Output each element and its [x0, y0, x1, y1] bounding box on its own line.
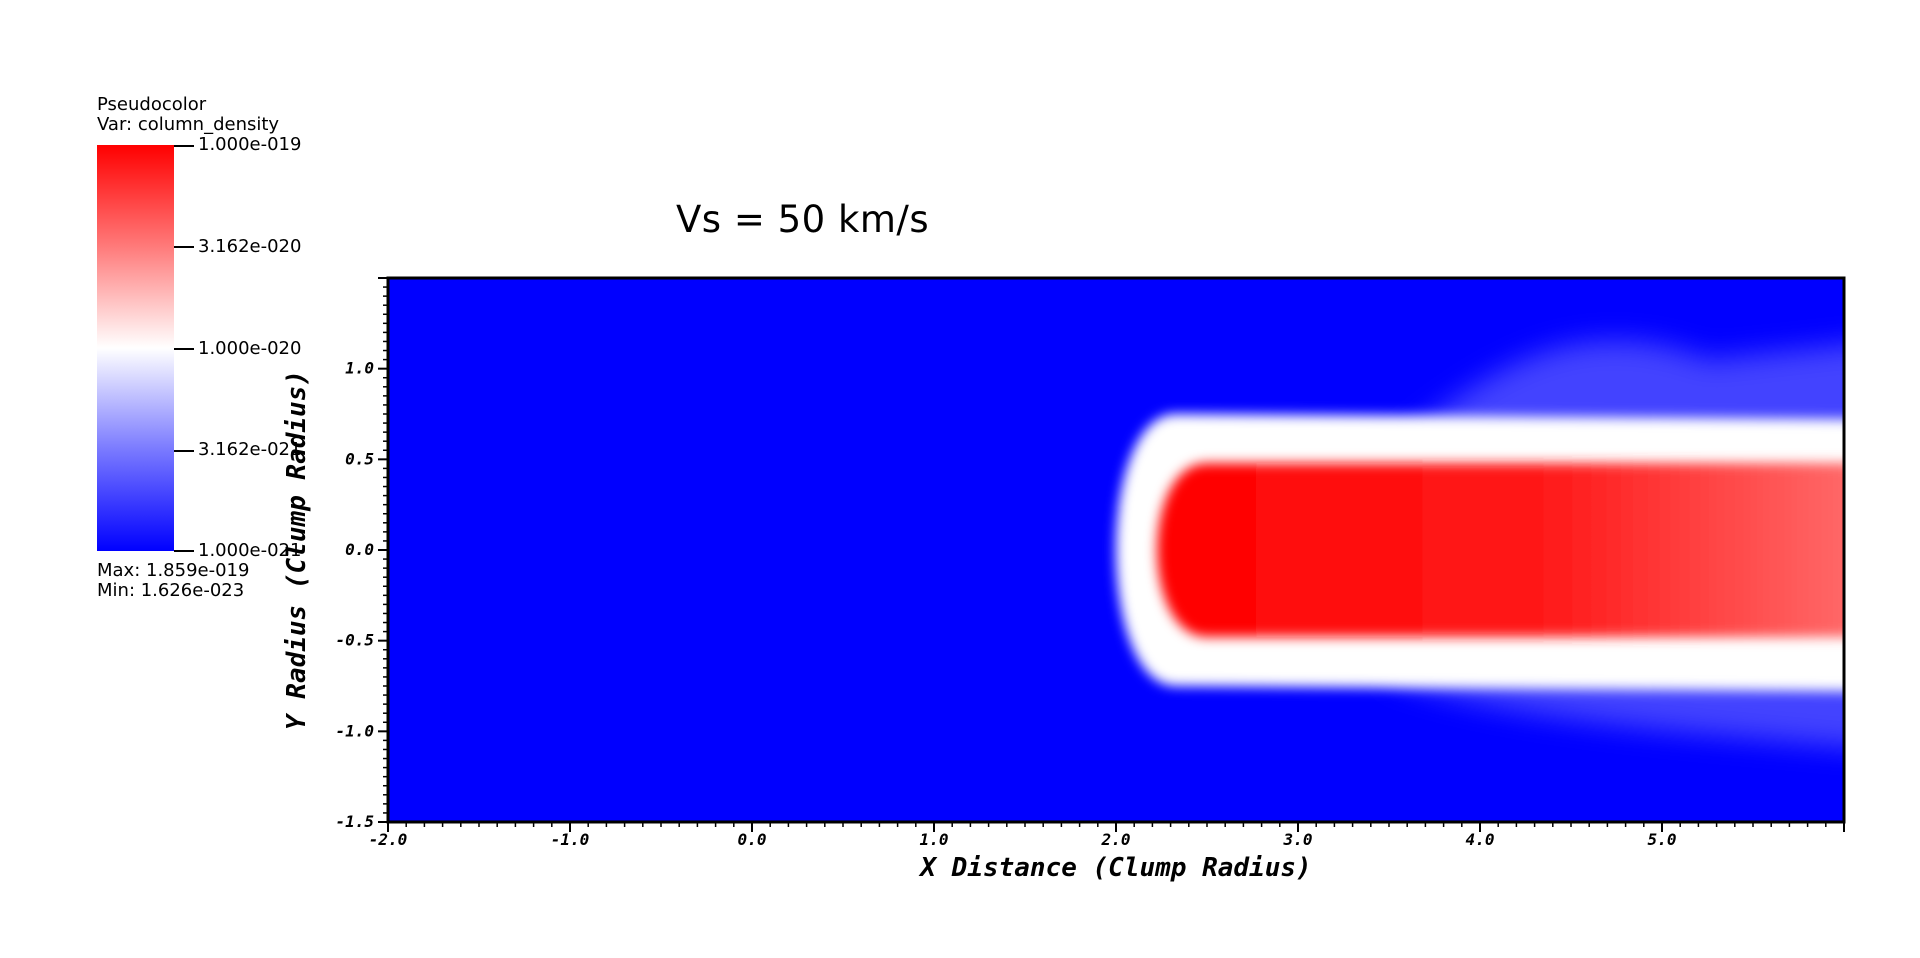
x-tick-label: 0.0: [738, 830, 767, 849]
legend-variable: Var: column_density: [97, 114, 280, 135]
x-tick-label: -1.0: [551, 830, 590, 849]
colorbar-tick-label: 1.000e-020: [198, 338, 302, 359]
colorbar-tick-label: 1.000e-021: [198, 540, 302, 561]
x-tick-label: 5.0: [1648, 830, 1677, 849]
x-tick-label: -2.0: [369, 830, 408, 849]
heatmap-core: [1157, 462, 1844, 638]
colorbar-tick: [174, 550, 194, 552]
x-tick-label: 3.0: [1283, 830, 1313, 849]
y-tick-label: -1.0: [335, 721, 374, 740]
colorbar-tick: [174, 145, 194, 147]
x-tick-label: 4.0: [1466, 830, 1495, 849]
colorbar-tick-label: 3.162e-020: [198, 236, 302, 257]
colorbar-tick: [174, 246, 194, 248]
colorbar-tick-label: 1.000e-019: [198, 134, 302, 155]
legend-min: Min: 1.626e-023: [97, 580, 245, 601]
x-tick-label: 1.0: [920, 830, 949, 849]
x-axis-title: X Distance (Clump Radius): [918, 853, 1311, 883]
y-tick-label: 0.0: [345, 540, 374, 559]
colorbar-tick: [174, 450, 194, 452]
y-axis-title: Y Radius (Clump Radius): [282, 370, 312, 730]
y-tick-label: 0.5: [345, 449, 374, 468]
y-tick-label: 1.0: [345, 359, 374, 378]
legend-max: Max: 1.859e-019: [97, 560, 250, 581]
y-tick-label: -1.5: [335, 812, 374, 831]
colorbar: [97, 145, 174, 551]
chart-title: Vs = 50 km/s: [676, 198, 930, 241]
x-tick-label: 2.0: [1101, 830, 1131, 849]
y-tick-label: -0.5: [335, 631, 374, 650]
colorbar-tick: [174, 348, 194, 350]
colorbar-tick-label: 3.162e-021: [198, 439, 302, 460]
legend-plot-type: Pseudocolor: [97, 94, 207, 115]
